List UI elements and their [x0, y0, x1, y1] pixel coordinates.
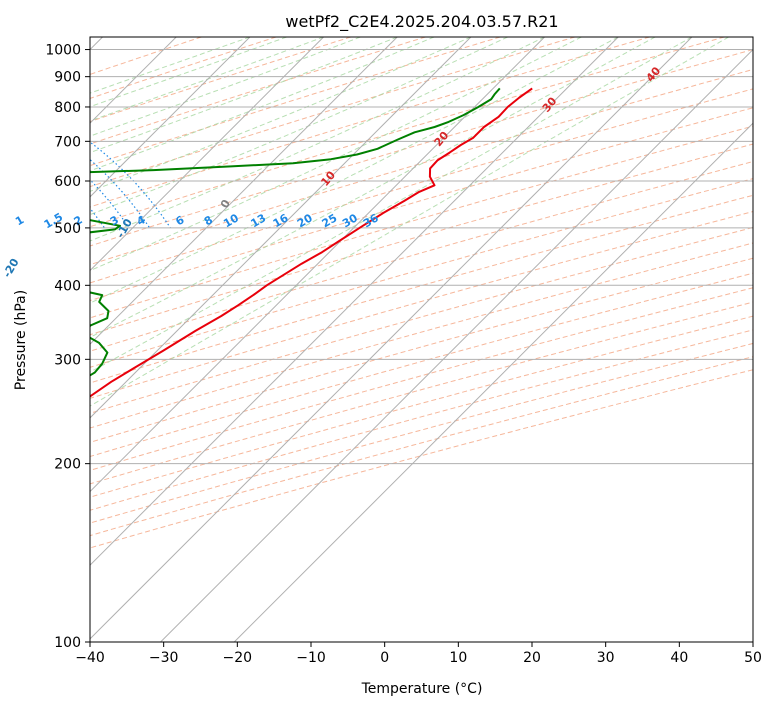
moist-adiabat: [90, 37, 619, 304]
moist-adiabat: [90, 37, 582, 272]
x-tick-label: 10: [449, 650, 467, 666]
y-axis-label: Pressure (hPa): [13, 290, 29, 390]
chart-title: wetPf2_C2E4.2025.204.03.57.R21: [285, 12, 558, 32]
x-tick-label: 30: [597, 650, 615, 666]
mixing-ratio-label: 6: [173, 213, 186, 228]
isotherm-line: [160, 48, 753, 642]
series-layer: [90, 87, 533, 398]
y-tick-label: 200: [54, 457, 81, 473]
mixing-ratio-line: [0, 37, 58, 228]
isotherm-label: -20: [0, 256, 21, 280]
temperature-line: [90, 87, 533, 398]
x-tick-label: 20: [523, 650, 541, 666]
isotherm-line: [90, 37, 619, 566]
y-tick-label: 900: [54, 70, 81, 86]
mixing-ratio-label: 1: [13, 213, 26, 228]
dry-adiabat: [90, 107, 753, 302]
y-tick-label: 500: [54, 221, 81, 237]
dry-adiabat: [90, 211, 753, 399]
dry-adiabat: [90, 257, 753, 443]
x-tick-label: −40: [75, 650, 105, 666]
isotherm-line: [90, 37, 693, 640]
dry-adiabat: [90, 226, 753, 414]
mixing-ratio-line: [90, 158, 151, 229]
y-tick-label: 300: [54, 352, 81, 368]
moist-adiabat: [90, 37, 545, 242]
dry-adiabat: [90, 161, 753, 352]
axis-ticks: −40 −30 −20 −10 0 10 20 30 40 5010009008007006005…: [45, 43, 762, 666]
moist-adiabat: [90, 37, 693, 373]
y-tick-label: 800: [54, 100, 81, 116]
dry-adiabat: [90, 49, 753, 247]
dewpoint-line: [90, 87, 501, 377]
y-tick-label: 400: [54, 278, 81, 294]
dry-adiabat-label: 10: [318, 168, 338, 188]
x-tick-label: 40: [670, 650, 688, 666]
plot-frame: [89, 36, 754, 643]
mixing-ratio-line: [0, 37, 31, 228]
background-lines: [0, 37, 753, 549]
moist-adiabat: [90, 37, 729, 407]
x-tick-label: 50: [744, 650, 762, 666]
dry-adiabat: [90, 143, 753, 336]
mixing-ratio-label: 4: [134, 213, 147, 228]
dry-adiabat: [90, 37, 426, 145]
dry-adiabat: [90, 194, 753, 384]
mixing-ratio-line: [90, 178, 130, 229]
y-tick-label: 100: [54, 635, 81, 651]
dry-adiabat: [90, 242, 753, 429]
isotherm-line: [233, 122, 753, 642]
y-tick-label: 700: [54, 134, 81, 150]
isotherm-line: [90, 37, 251, 198]
dry-adiabat: [90, 88, 753, 284]
moist-adiabat: [90, 37, 656, 338]
moist-adiabat-label: 0: [218, 197, 233, 210]
dry-adiabat: [90, 37, 351, 123]
dry-adiabat-label: 40: [644, 64, 664, 84]
dry-adiabat: [90, 37, 725, 228]
x-tick-label: −10: [296, 650, 326, 666]
mixing-ratio-line: [0, 37, 8, 228]
dry-adiabat: [90, 125, 753, 319]
x-tick-label: −30: [149, 650, 179, 666]
dry-adiabat: [90, 287, 753, 471]
dry-adiabat: [90, 301, 753, 485]
dry-adiabat: [90, 342, 753, 524]
mixing-ratio-line: [90, 207, 105, 229]
dry-adiabat: [90, 315, 753, 498]
dry-adiabat: [90, 68, 753, 266]
mixing-ratio-line: [0, 37, 80, 228]
isotherm-line: [90, 37, 398, 345]
moist-adiabat: [90, 37, 398, 154]
dry-adiabat: [90, 37, 202, 75]
dry-adiabat: [90, 356, 753, 537]
x-axis-label: Temperature (°C): [361, 681, 483, 697]
isotherm-line: [90, 37, 545, 493]
isotherm-line: [90, 37, 324, 272]
y-tick-label: 600: [54, 174, 81, 190]
moist-adiabat: [90, 37, 251, 94]
x-tick-label: −20: [223, 650, 253, 666]
moist-adiabat: [90, 37, 287, 108]
dry-adiabat: [90, 178, 753, 368]
dry-adiabat: [90, 272, 753, 458]
dry-adiabat: [90, 37, 501, 167]
grid-lines: [90, 37, 753, 642]
y-tick-label: 1000: [45, 43, 81, 59]
dry-adiabat: [90, 369, 753, 549]
isotherm-line: [90, 37, 472, 419]
mixing-ratio-line: [90, 141, 171, 229]
moist-adiabat: [90, 37, 435, 172]
moist-adiabat: [90, 37, 472, 192]
dry-adiabat: [90, 37, 576, 188]
x-tick-label: 0: [380, 650, 389, 666]
dry-adiabat-label: 30: [540, 94, 560, 114]
dry-adiabat-label: 20: [432, 129, 452, 149]
dry-adiabat: [90, 329, 753, 511]
